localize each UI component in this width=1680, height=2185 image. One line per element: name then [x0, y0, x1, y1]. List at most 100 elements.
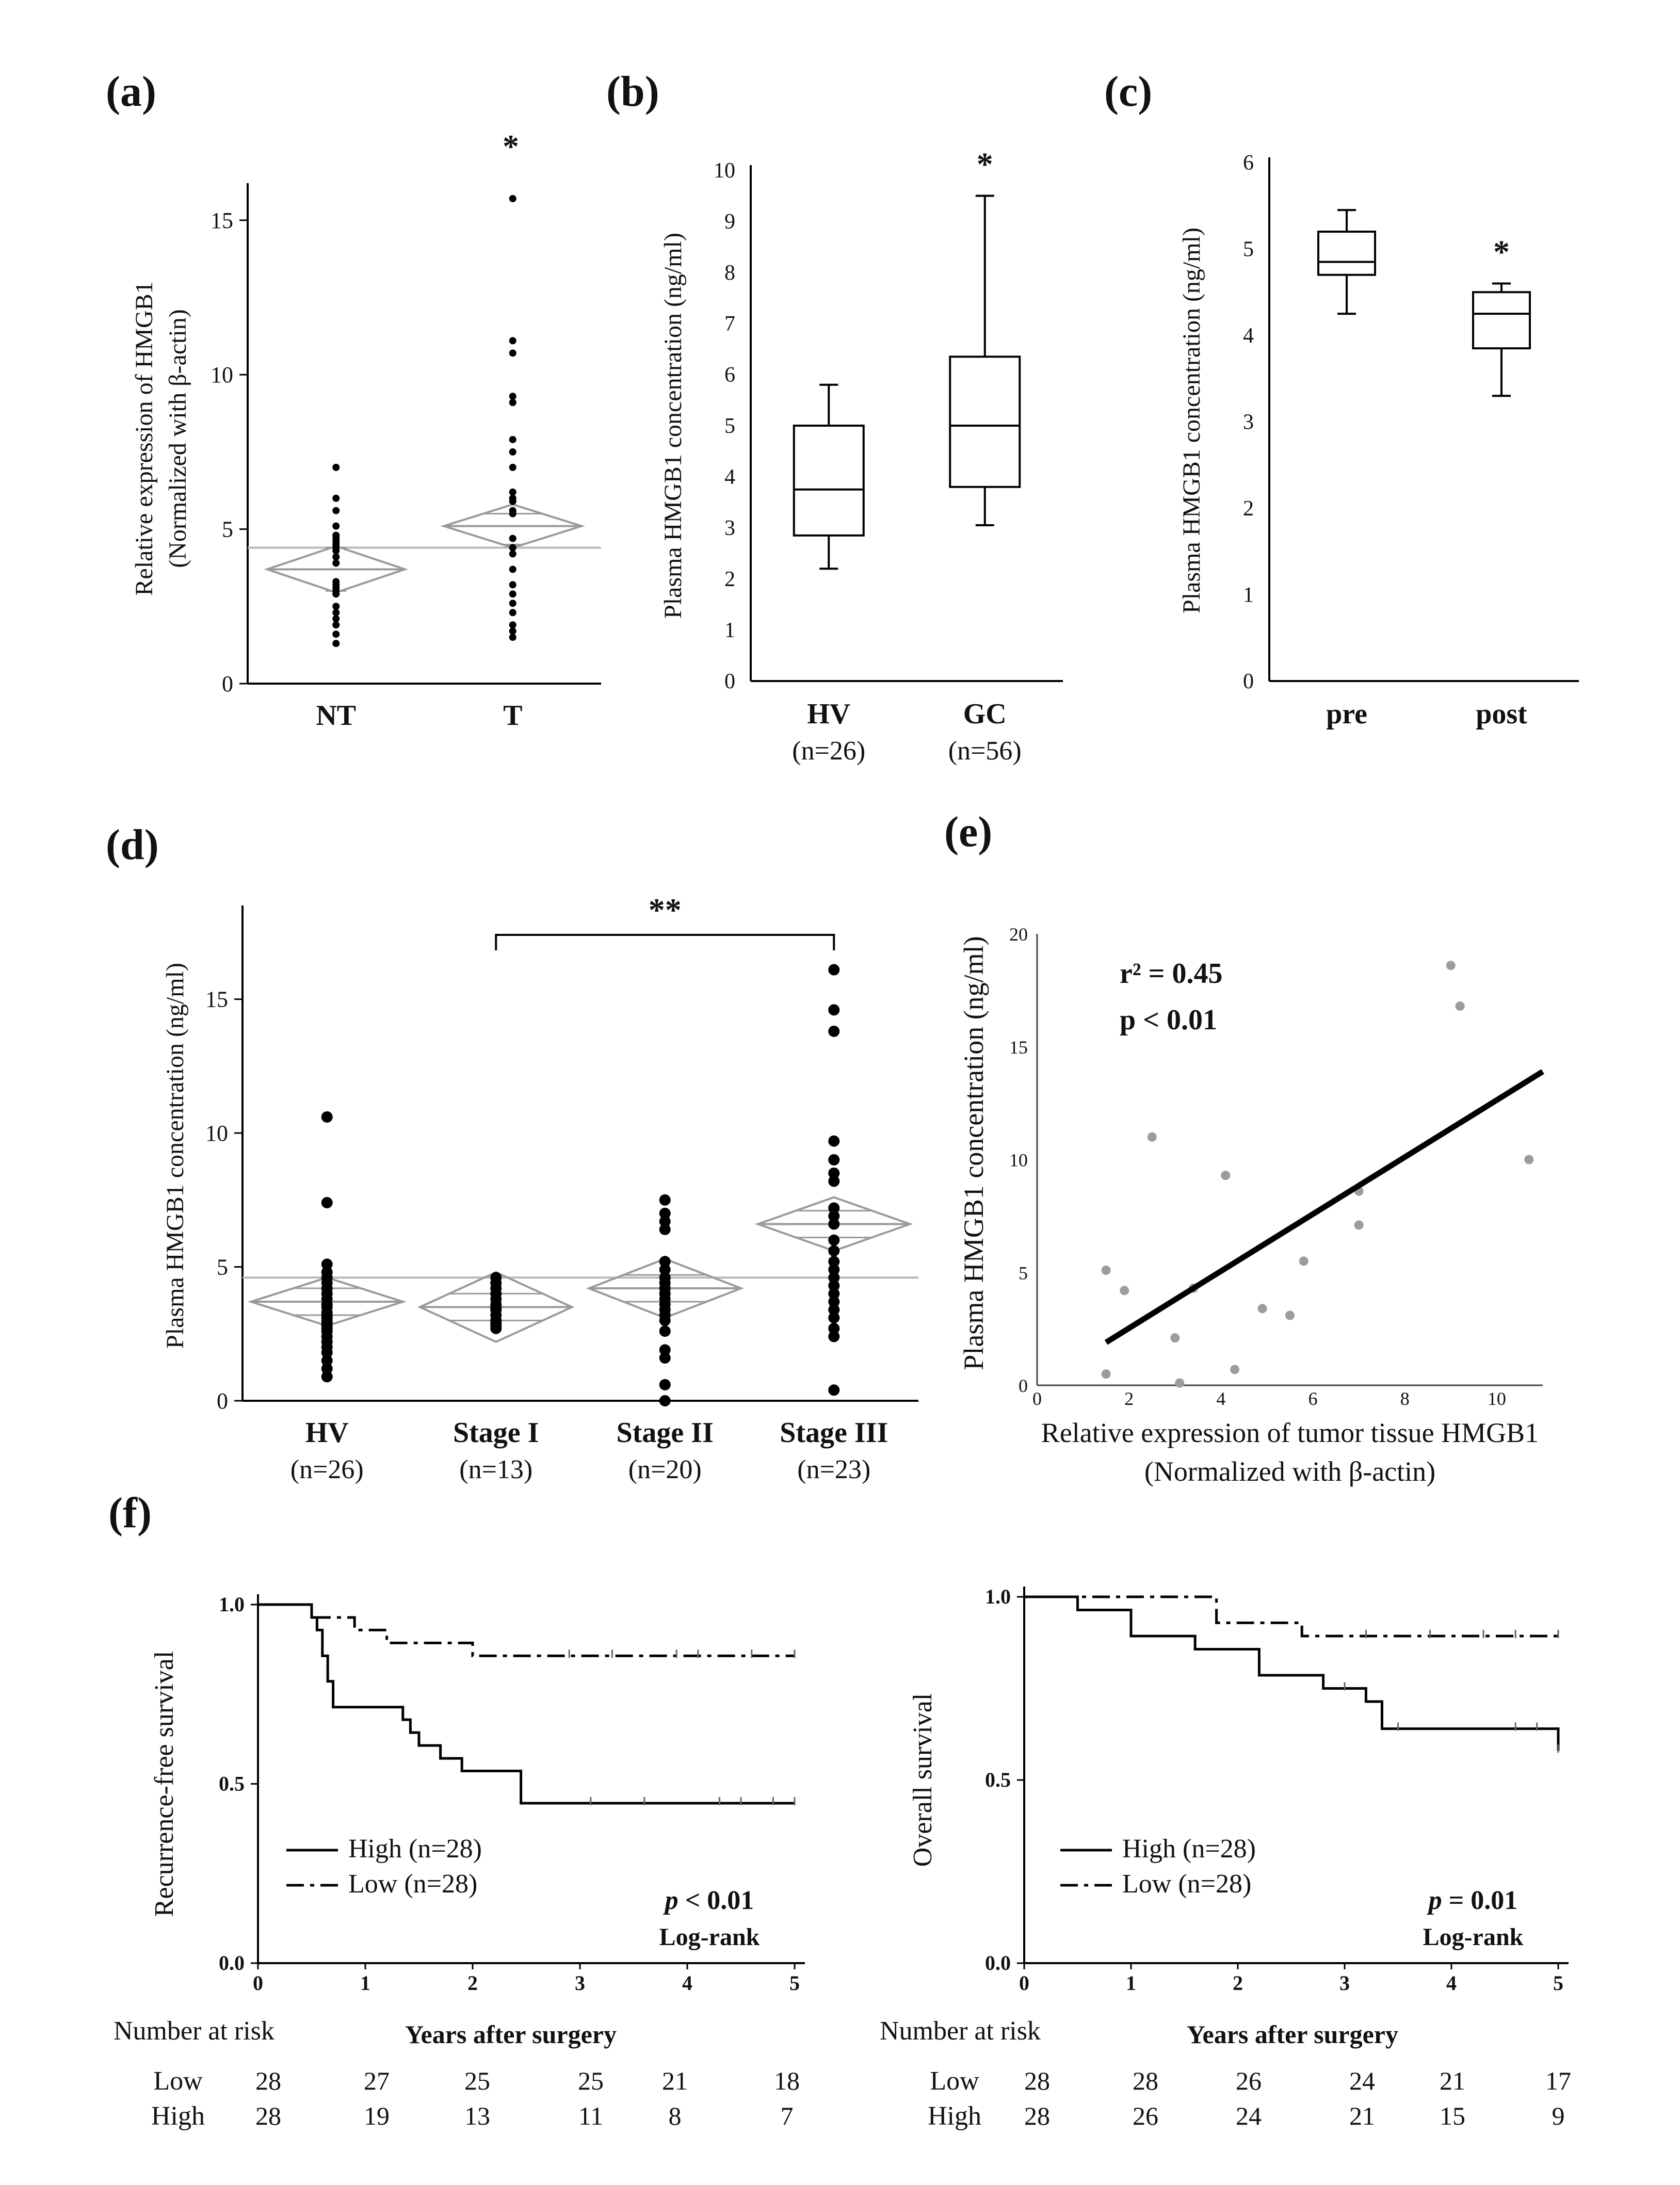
- y-tick-label: 0: [1019, 1375, 1028, 1396]
- x-tick-label: 1: [1126, 1971, 1136, 1995]
- y-axis-label: Plasma HMGB1 concentration (ng/ml): [1178, 228, 1205, 613]
- risk-count: 28: [1133, 2066, 1158, 2095]
- data-point: [828, 1210, 840, 1222]
- data-point: [659, 1194, 671, 1206]
- data-point: [659, 1264, 671, 1275]
- y-axis-label: Overall survival: [908, 1693, 938, 1867]
- risk-row-label: High: [928, 2101, 981, 2131]
- y-tick-label: 0: [222, 671, 233, 697]
- r-squared-annotation: r² = 0.45: [1120, 958, 1223, 990]
- y-tick-label: 5: [1019, 1263, 1028, 1283]
- data-point: [659, 1256, 671, 1268]
- p-value-text: p < 0.01: [663, 1886, 754, 1915]
- data-point: [509, 544, 516, 552]
- p-value: < 0.01: [679, 1886, 754, 1915]
- risk-count: 28: [1024, 2066, 1050, 2095]
- y-tick-label: 0.5: [219, 1772, 245, 1795]
- x-tick-label: 4: [1446, 1971, 1457, 1995]
- data-point: [509, 600, 516, 607]
- y-tick-label: 5: [222, 517, 233, 542]
- x-tick-label: 6: [1309, 1388, 1318, 1409]
- risk-count: 25: [578, 2066, 604, 2095]
- x-category-label: T: [503, 700, 522, 732]
- risk-count: 24: [1349, 2066, 1375, 2095]
- data-point: [509, 463, 516, 471]
- data-point: [1446, 961, 1456, 970]
- p-value-annotation: p < 0.01: [1120, 1004, 1217, 1036]
- y-tick-label: 5: [217, 1255, 228, 1280]
- data-point: [1221, 1171, 1231, 1180]
- data-point: [332, 621, 340, 629]
- y-tick-label: 0: [217, 1388, 228, 1414]
- data-point: [509, 621, 516, 629]
- data-point: [828, 1167, 840, 1179]
- y-tick-label: 15: [1009, 1037, 1028, 1058]
- data-point: [1230, 1365, 1240, 1374]
- iqr-box: [793, 425, 865, 537]
- data-point: [659, 1315, 671, 1326]
- risk-count: 17: [1545, 2066, 1571, 2095]
- risk-count: 15: [1440, 2101, 1465, 2130]
- risk-count: 26: [1236, 2066, 1262, 2095]
- test-label: Log-rank: [659, 1923, 760, 1951]
- x-category-label: post: [1476, 698, 1527, 730]
- x-category-label: HV: [305, 1417, 349, 1449]
- legend-label: High (n=28): [348, 1834, 482, 1864]
- data-point: [1299, 1256, 1309, 1266]
- risk-row-label: Low: [930, 2066, 979, 2096]
- x-tick-label: 4: [682, 1971, 692, 1995]
- data-point: [1257, 1304, 1267, 1314]
- data-point: [509, 337, 516, 345]
- data-point: [321, 1258, 333, 1270]
- x-tick-label: 1: [360, 1971, 370, 1995]
- p-value: = 0.01: [1442, 1886, 1518, 1915]
- panel-b: 0 1 2 3 4 5 6 7 8 9 10 HV (n=26) GC (n=56) * Plasma HMGB…: [659, 146, 1063, 766]
- risk-count: 11: [578, 2101, 603, 2130]
- risk-count: 13: [464, 2101, 490, 2130]
- km-curve-low: [258, 1603, 795, 1657]
- iqr-box: [949, 355, 1021, 488]
- y-axis-label: Relative expression of HMGB1: [131, 281, 158, 595]
- y-tick-label: 0.0: [219, 1951, 245, 1974]
- data-point: [828, 1245, 840, 1257]
- risk-count: 19: [364, 2101, 390, 2130]
- x-tick-label: 3: [1339, 1971, 1350, 1995]
- data-point: [659, 1216, 671, 1227]
- data-point: [332, 590, 340, 598]
- data-point: [321, 1371, 333, 1383]
- y-tick-label: 6: [724, 363, 735, 387]
- y-tick-label: 0.5: [985, 1768, 1011, 1791]
- y-axis-label: Plasma HMGB1 concentration (ng/ml): [161, 963, 189, 1349]
- significance-star: *: [977, 146, 993, 183]
- risk-count: 21: [662, 2066, 688, 2095]
- data-point: [321, 1363, 333, 1374]
- significance-star: *: [503, 128, 519, 165]
- y-tick-label: 1: [724, 619, 735, 642]
- data-point: [332, 463, 340, 471]
- risk-count: 8: [669, 2101, 682, 2130]
- data-point: [509, 535, 516, 542]
- data-point: [509, 627, 516, 635]
- x-tick-label: 5: [1553, 1971, 1563, 1995]
- y-axis-label: Recurrence-free survival: [150, 1651, 179, 1917]
- data-point: [509, 590, 516, 598]
- risk-count: 26: [1133, 2101, 1158, 2130]
- panel-label-d: (d): [106, 821, 159, 869]
- legend-label: High (n=28): [1122, 1834, 1256, 1864]
- data-point: [332, 630, 340, 638]
- y-tick-label: 6: [1243, 151, 1254, 175]
- data-point: [1455, 1001, 1465, 1011]
- data-point: [1524, 1155, 1534, 1164]
- data-point: [1101, 1265, 1111, 1275]
- data-point: [332, 507, 340, 514]
- x-category-label: NT: [316, 700, 356, 732]
- y-tick-label: 10: [714, 159, 735, 183]
- data-point: [509, 510, 516, 517]
- data-point: [659, 1395, 671, 1406]
- x-category-label: Stage I: [453, 1417, 539, 1449]
- significance-stars: **: [649, 892, 682, 928]
- data-point: [509, 195, 516, 202]
- data-point: [659, 1223, 671, 1235]
- data-point: [828, 1154, 840, 1166]
- data-point: [509, 349, 516, 357]
